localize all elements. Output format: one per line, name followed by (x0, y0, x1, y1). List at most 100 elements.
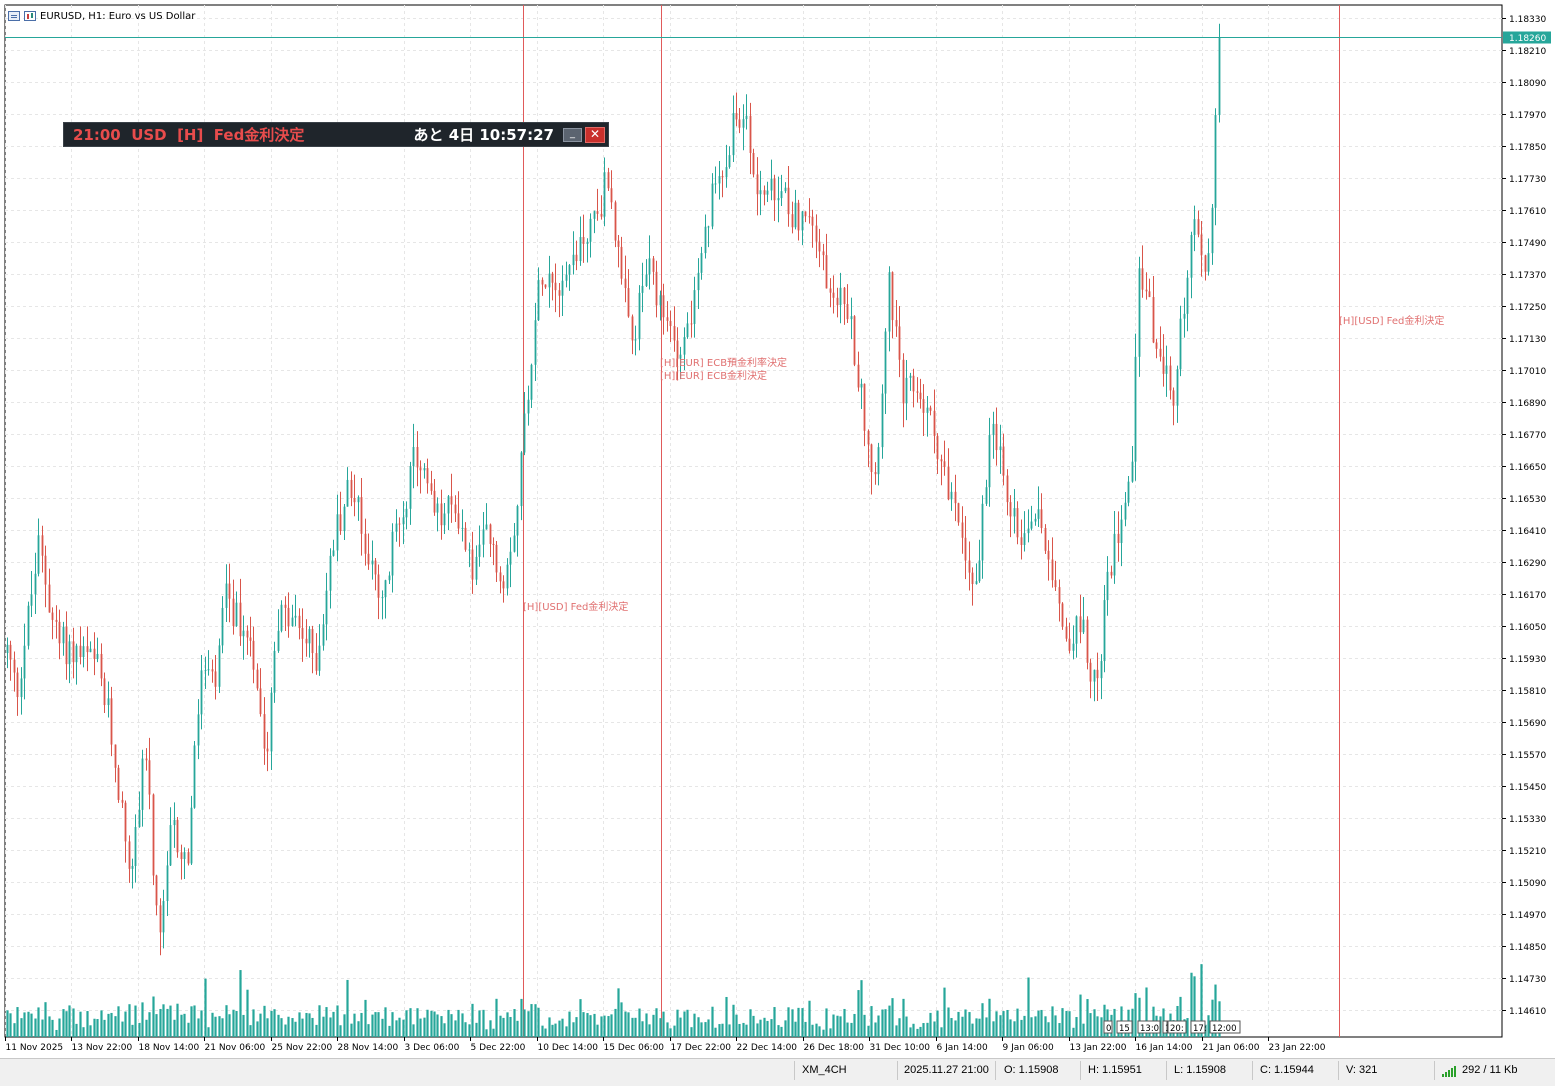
volume-bar (992, 1021, 995, 1037)
volume-bar (954, 1020, 957, 1037)
volume-bar (384, 1007, 387, 1037)
volume-bar (27, 1011, 30, 1037)
volume-bar (1027, 977, 1030, 1037)
candle-body (159, 905, 162, 933)
volume-bar (1075, 1017, 1078, 1037)
candle-body (770, 178, 773, 191)
volume-bar (34, 1018, 37, 1037)
volume-bar (544, 1028, 547, 1037)
candle-body (305, 638, 308, 644)
candle-body (582, 237, 585, 244)
volume-bar (377, 1012, 380, 1037)
candle-body (485, 524, 488, 530)
candle-body (791, 214, 794, 228)
volume-bar (499, 1015, 502, 1037)
volume-bar (516, 1020, 519, 1037)
volume-bar (121, 1021, 124, 1037)
volume-bar (502, 1017, 505, 1037)
price-chart[interactable]: 1.18260 1.18330 1.18210 1.18090 1.17970 1.17… (0, 0, 1555, 1058)
volume-bar (1044, 1016, 1047, 1037)
candle-body (558, 290, 561, 296)
candle-body (228, 583, 231, 599)
time-marker-label: 20: (1170, 1024, 1184, 1034)
volume-bar (134, 1005, 137, 1037)
candle-body (353, 498, 356, 503)
candle-body (1037, 509, 1040, 519)
candle-body (1051, 559, 1054, 581)
candle-body (1106, 571, 1109, 601)
volume-bar (742, 1022, 745, 1037)
candle-body (388, 575, 391, 581)
candle-body (75, 645, 78, 663)
volume-bar (1006, 1009, 1009, 1037)
close-icon[interactable]: ✕ (585, 127, 605, 143)
volume-bar (214, 1016, 217, 1037)
candle-body (909, 375, 912, 378)
volume-bar (398, 1017, 401, 1037)
time-tick-label: 28 Nov 14:00 (338, 1043, 399, 1053)
volume-bar (447, 1009, 450, 1037)
volume-bar (850, 1022, 853, 1037)
candle-body (922, 399, 925, 413)
candle-body (440, 503, 443, 526)
candle-body (27, 605, 30, 646)
candle-body (426, 468, 429, 484)
candle-body (117, 767, 120, 800)
price-tick-label: 1.15690 (1509, 719, 1546, 729)
candle-body (1068, 638, 1071, 651)
time-axis: 11 Nov 2025 13 Nov 22:00 18 Nov 14:00 21 No… (5, 1037, 1326, 1053)
candle-body (48, 584, 51, 613)
volume-bar (353, 1013, 356, 1037)
candle-body (221, 607, 224, 646)
volume-bar (995, 1011, 998, 1037)
volume-bar (829, 1028, 832, 1037)
chart-type-icon[interactable] (24, 11, 36, 21)
chart-canvas[interactable]: 1.18260 1.18330 1.18210 1.18090 1.17970 1.17… (0, 0, 1555, 1058)
candle-body (874, 472, 877, 475)
volume-bar (242, 1014, 245, 1037)
candle-body (409, 466, 412, 509)
volume-bar (857, 990, 860, 1037)
candle-body (947, 467, 950, 500)
volume-bar (430, 1010, 433, 1037)
volume-bar (839, 1016, 842, 1037)
chart-window-icon[interactable] (8, 11, 20, 21)
volume-bar (41, 1019, 44, 1037)
connection-signal-icon[interactable] (1442, 1066, 1458, 1077)
candle-body (881, 393, 884, 448)
candle-body (280, 604, 283, 631)
minimize-icon[interactable]: _ (563, 128, 582, 142)
volume-bar (902, 998, 905, 1037)
candle-body (763, 190, 766, 195)
volume-bar (252, 1009, 255, 1037)
candle-body (933, 410, 936, 436)
candle-body (138, 809, 141, 828)
volume-bar (513, 1009, 516, 1037)
candle-body (1075, 616, 1078, 644)
candle-body (759, 190, 762, 195)
candle-body (1134, 356, 1137, 462)
candle-body (1190, 235, 1193, 278)
candle-body (1058, 587, 1061, 604)
candle-body (999, 446, 1002, 451)
candle-body (652, 258, 655, 272)
volume-bar (374, 1012, 377, 1037)
candle-body (940, 459, 943, 462)
candle-body (124, 802, 127, 842)
candle-body (311, 629, 314, 654)
candle-body (634, 339, 637, 341)
status-separator (995, 1061, 996, 1080)
time-tick-label: 26 Dec 18:00 (804, 1043, 865, 1053)
candle-body (318, 645, 321, 671)
candle-body (801, 211, 804, 231)
candle-body (176, 819, 179, 853)
event-countdown-panel[interactable]: 21:00 USD [H] Fed金利決定 あと 4日 10:57:27 _ ✕ (63, 122, 609, 147)
volume-bar (943, 987, 946, 1037)
candle-body (516, 506, 519, 536)
candle-body (329, 555, 332, 591)
volume-bar (436, 1014, 439, 1037)
volume-bar (777, 1025, 780, 1037)
candle-body (617, 240, 620, 247)
candle-body (579, 237, 582, 262)
volume-bar (1093, 1009, 1096, 1037)
